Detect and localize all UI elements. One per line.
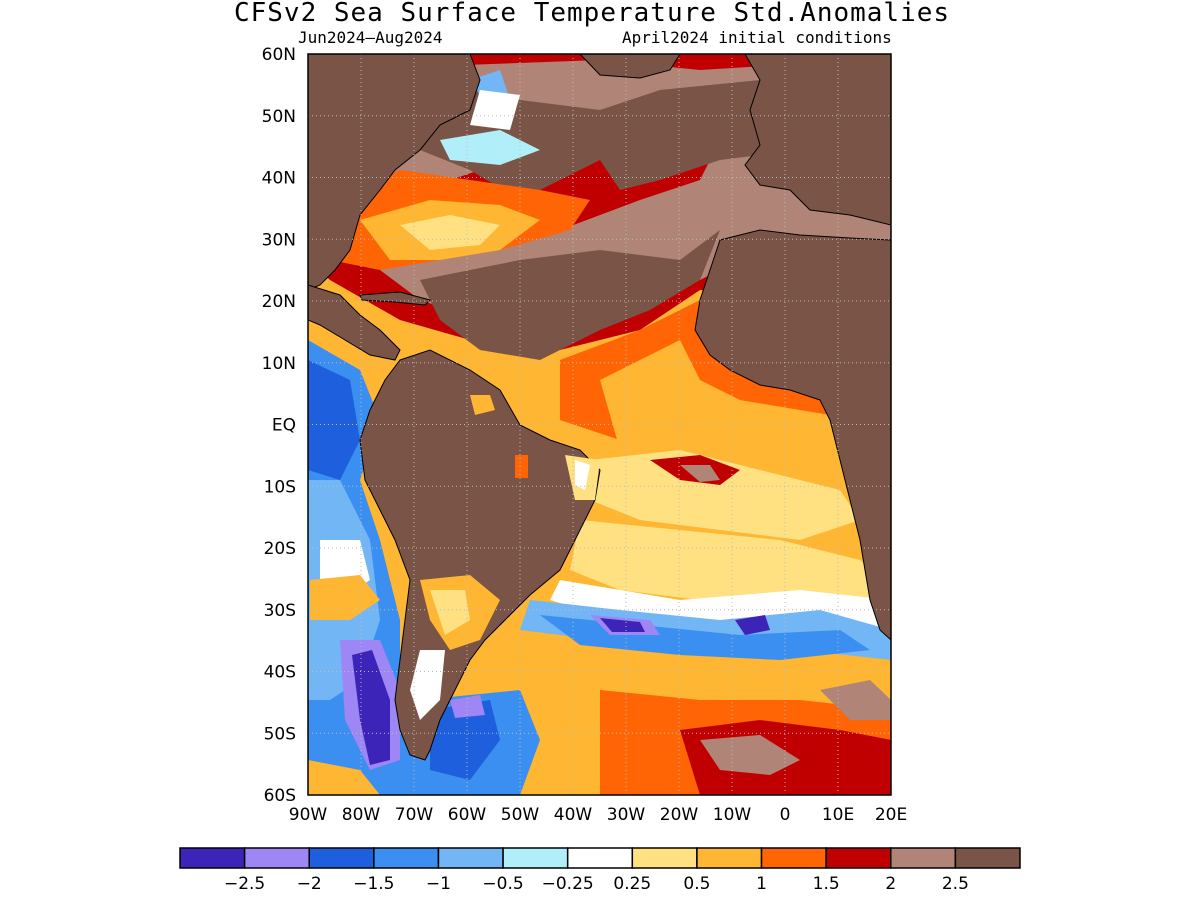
legend-tick-label: −0.5 <box>482 874 523 894</box>
lat-tick-label: 50S <box>264 724 296 744</box>
pacific-deep-blue <box>308 360 360 480</box>
caribbean-islands <box>359 291 431 306</box>
south-atlantic-deep-lower <box>430 700 500 780</box>
legend-color-box <box>437 847 504 869</box>
amazon-inland-warm <box>470 395 495 415</box>
legend-color-box <box>890 847 957 869</box>
north-atlantic-white-patch <box>470 90 520 130</box>
legend-tick-label: 2.5 <box>942 874 969 894</box>
legend-tick-label: −1 <box>426 874 451 894</box>
south-atlantic-brown-lower <box>700 735 800 775</box>
lat-tick-label: 30N <box>262 230 296 250</box>
initial-conditions: April2024 initial conditions <box>622 28 892 47</box>
legend-color-box <box>760 847 827 869</box>
gulf-stream-core <box>400 215 500 250</box>
legend-tick-label: 1 <box>756 874 767 894</box>
lat-tick-label: EQ <box>272 416 296 436</box>
lon-tick-label: 40W <box>554 805 593 825</box>
legend-color-box <box>243 847 310 869</box>
sst-anomaly-map: 60N 50N 40N 30N 20N 10N EQ 10S 20S 30S 40S 50S 60S 9… <box>262 45 908 825</box>
legend-tick-label: 2 <box>885 874 896 894</box>
lon-tick-label: 90W <box>289 805 328 825</box>
legend-tick-label: −0.25 <box>542 874 594 894</box>
legend-tick-label: −2.5 <box>224 874 265 894</box>
lon-tick-label: 60W <box>448 805 487 825</box>
lat-tick-label: 20S <box>264 539 296 559</box>
legend-tick-label: 1.5 <box>813 874 840 894</box>
lat-tick-label: 50N <box>262 107 296 127</box>
south-atlantic-extreme-cool <box>600 618 645 632</box>
forecast-period: Jun2024–Aug2024 <box>298 28 443 47</box>
lon-tick-label: 30W <box>607 805 646 825</box>
legend-color-box <box>566 847 634 869</box>
brazil-coast-white <box>575 460 590 490</box>
legend-color-box <box>179 847 246 869</box>
lat-tick-label: 60S <box>264 786 296 806</box>
lat-tick-label: 60N <box>262 45 296 65</box>
amazon-inland-orange <box>515 455 528 478</box>
europe-land <box>744 54 891 226</box>
legend-color-boxes <box>179 847 1021 869</box>
tropical-atlantic-warm <box>600 340 891 500</box>
central-america-land <box>308 284 401 361</box>
map-frame <box>307 53 892 796</box>
north-america-land <box>308 54 481 291</box>
lat-tick-label: 40S <box>264 663 296 683</box>
longitude-tick-labels: 90W 80W 70W 60W 50W 40W 30W 20W 10W 0 10E 20E <box>289 805 907 825</box>
lon-tick-label: 10E <box>822 805 854 825</box>
legend-color-box <box>308 847 375 869</box>
north-atlantic-cool-patch <box>440 130 540 165</box>
south-atlantic-extreme-cool-east <box>735 615 770 635</box>
lon-tick-label: 50W <box>501 805 540 825</box>
legend-color-box <box>373 847 440 869</box>
lat-tick-label: 30S <box>264 601 296 621</box>
lon-tick-label: 0 <box>780 805 791 825</box>
lon-tick-label: 80W <box>342 805 381 825</box>
pacific-lower-warm <box>308 760 380 795</box>
lat-tick-label: 40N <box>262 169 296 189</box>
legend-color-box <box>696 847 763 869</box>
africa-land <box>694 229 891 641</box>
greenland-land <box>579 54 681 79</box>
map-title: CFSv2 Sea Surface Temperature Std.Anomal… <box>233 0 951 28</box>
lat-tick-label: 10S <box>264 477 296 497</box>
legend-color-box <box>954 847 1021 869</box>
lon-tick-label: 70W <box>395 805 434 825</box>
legend-tick-label: 0.25 <box>613 874 651 894</box>
lat-tick-label: 20N <box>262 292 296 312</box>
argentina-coast-white <box>410 650 445 720</box>
legend-color-box <box>631 847 698 869</box>
lon-tick-label: 10W <box>713 805 752 825</box>
latitude-tick-labels: 60N 50N 40N 30N 20N 10N EQ 10S 20S 30S 40S 50S 60S <box>262 45 296 806</box>
legend-color-box <box>502 847 569 869</box>
legend-tick-label: −2 <box>297 874 322 894</box>
guinea-extreme-patch <box>680 465 720 482</box>
subtropical-extreme-anomaly <box>420 230 720 360</box>
lon-tick-label: 20W <box>660 805 699 825</box>
argentina-coast-yellow <box>430 590 470 635</box>
color-legend: −2.5 −2 −1.5 −1 −0.5 −0.25 0.25 0.5 1 1.5 2 2.5 <box>179 847 1021 894</box>
lon-tick-label: 20E <box>875 805 907 825</box>
legend-tick-label: −1.5 <box>353 874 394 894</box>
legend-tick-label: 0.5 <box>683 874 710 894</box>
lat-tick-label: 10N <box>262 354 296 374</box>
pacific-warm-patch <box>310 575 380 620</box>
legend-tick-labels: −2.5 −2 −1.5 −1 −0.5 −0.25 0.25 0.5 1 1.5 2 2.5 <box>224 874 969 894</box>
legend-color-box <box>825 847 892 869</box>
equatorial-yellow <box>590 450 860 540</box>
